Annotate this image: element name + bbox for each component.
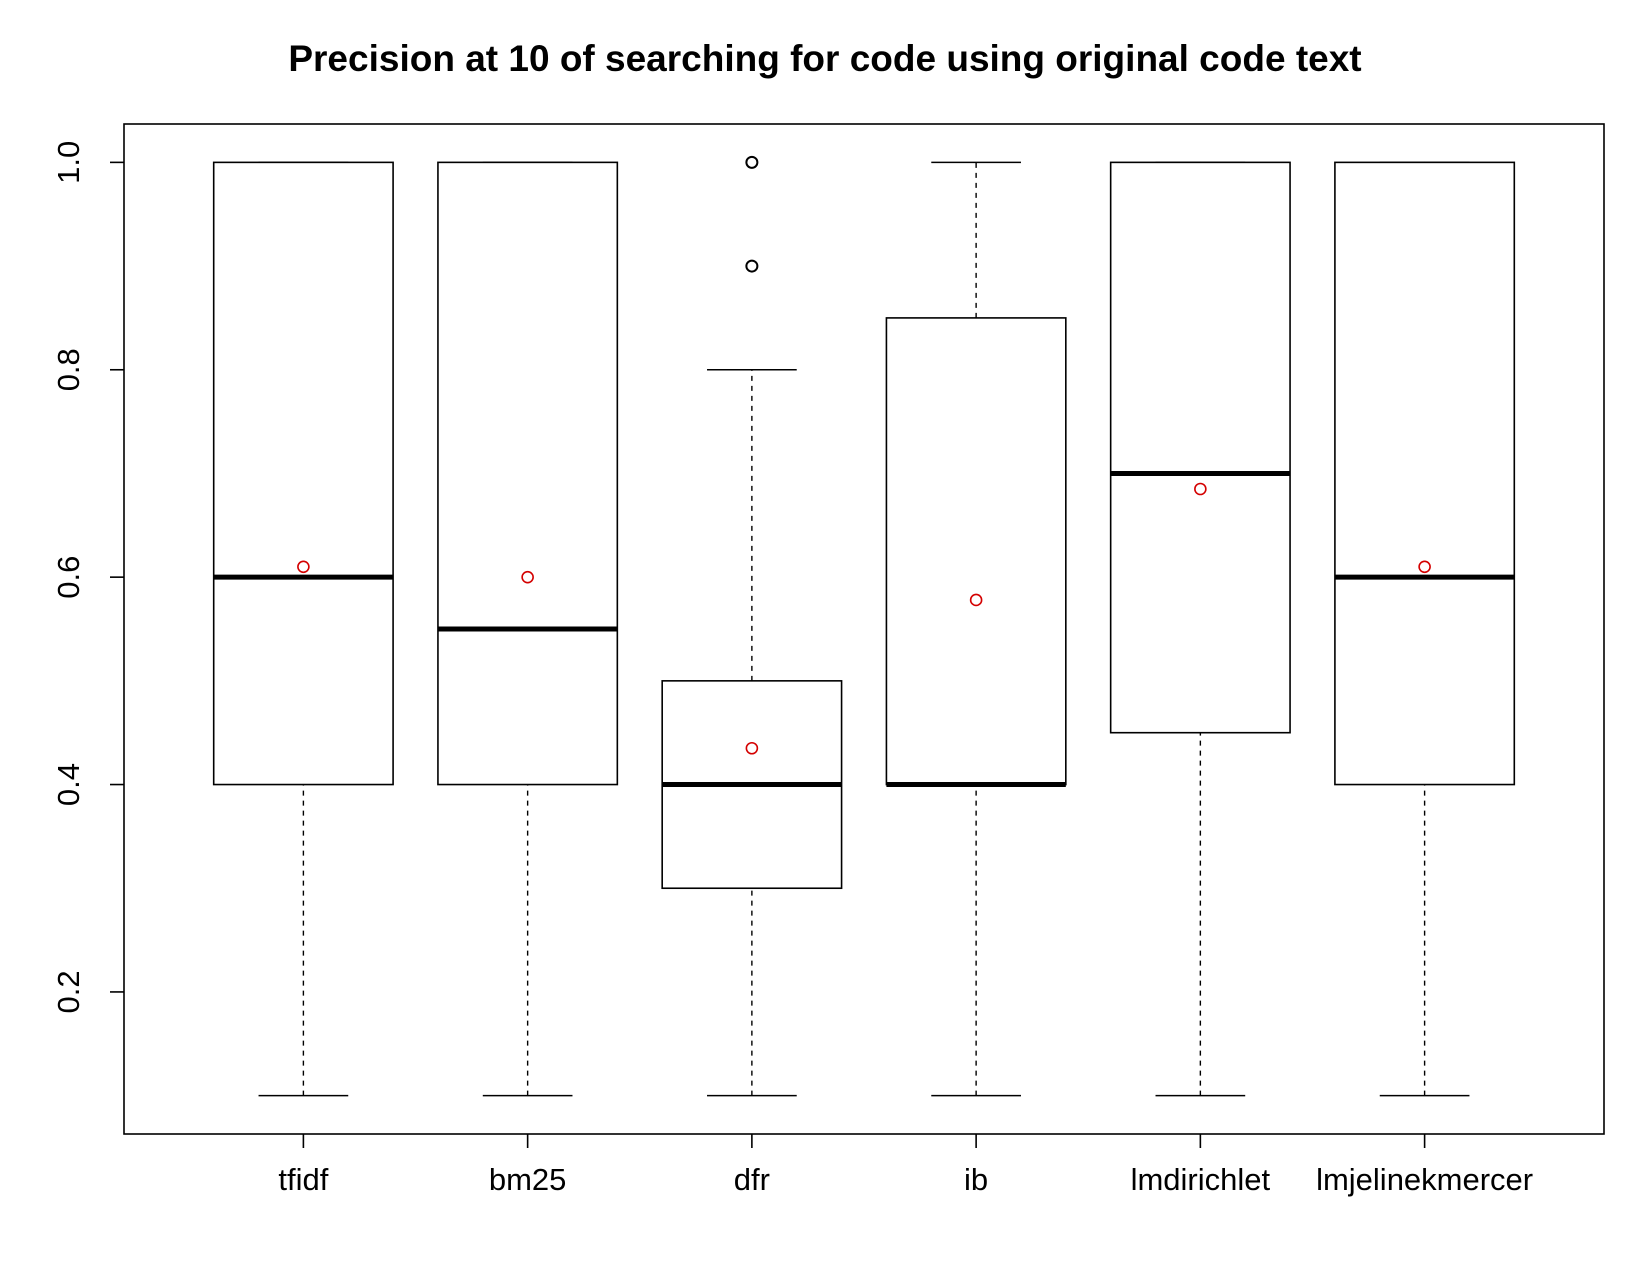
box-ib	[885, 161, 1067, 1097]
y-tick-label: 1.0	[51, 141, 86, 184]
axis-layer: 0.2 0.4 0.6 0.8 1.0 tfidf bm25 dfr ib lmdirichlet…	[51, 141, 1533, 1197]
iqr-box	[437, 161, 619, 786]
iqr-box	[212, 161, 394, 786]
x-tick-label: bm25	[489, 1162, 567, 1197]
mean-marker	[969, 593, 983, 607]
mean-marker	[1194, 482, 1207, 496]
x-tick-label: dfr	[734, 1162, 770, 1197]
iqr-box	[885, 317, 1067, 786]
chart-title: Precision at 10 of searching for code us…	[288, 38, 1362, 79]
iqr-box	[1334, 161, 1516, 786]
mean-marker	[745, 741, 759, 755]
x-tick-label: lmdirichlet	[1131, 1162, 1271, 1197]
box-bm25	[437, 161, 619, 1097]
outlier-point	[745, 155, 759, 169]
box-layer	[212, 155, 1516, 1097]
y-tick-label: 0.4	[51, 763, 86, 806]
mean-marker	[1418, 560, 1431, 574]
y-tick-label: 0.6	[51, 556, 86, 599]
box-tfidf	[212, 161, 394, 1097]
box-lmdirichlet	[1109, 161, 1291, 1097]
y-tick-label: 0.8	[51, 348, 86, 391]
outlier-point	[745, 259, 759, 273]
mean-marker	[297, 560, 310, 574]
x-tick-label: tfidf	[278, 1162, 328, 1197]
box-lmjelinekmercer	[1334, 161, 1516, 1097]
x-tick-label: ib	[964, 1162, 988, 1197]
x-tick-label: lmjelinekmercer	[1316, 1162, 1533, 1197]
y-tick-label: 0.2	[51, 970, 86, 1013]
mean-marker	[521, 570, 534, 584]
box-dfr	[661, 155, 843, 1097]
iqr-box	[1109, 161, 1291, 734]
plot-frame	[123, 123, 1605, 1135]
